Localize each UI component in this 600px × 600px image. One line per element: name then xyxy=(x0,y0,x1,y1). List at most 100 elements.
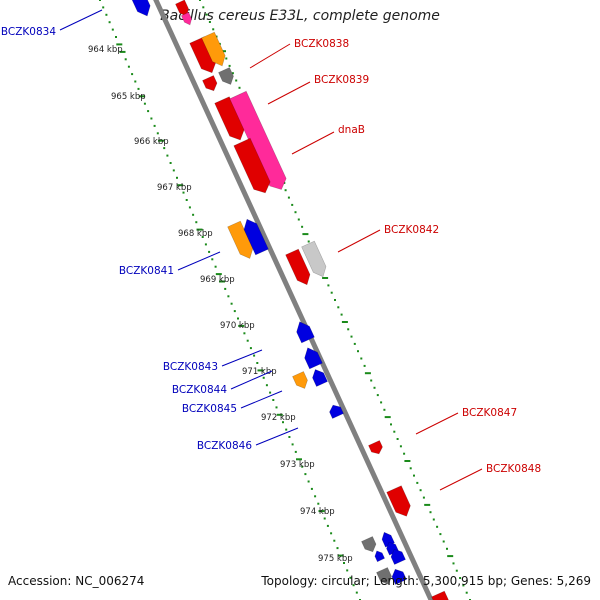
minor-tick xyxy=(127,65,130,68)
minor-tick xyxy=(357,350,359,353)
scale-labels: 964 kbp 965 kbp 966 kbp 967 kbp 968 kbp 969 k… xyxy=(88,45,353,564)
gene-feature-orange[interactable] xyxy=(292,371,308,389)
minor-tick xyxy=(243,332,246,335)
gene-label-bczk0838[interactable]: BCZK0838 xyxy=(294,38,349,50)
gene-feature-blue[interactable] xyxy=(391,568,407,585)
minor-tick xyxy=(214,265,217,268)
major-tick xyxy=(177,184,184,187)
gene-feature-red[interactable] xyxy=(431,590,449,600)
gene-feature-red[interactable] xyxy=(175,0,189,17)
gene-feature-gray[interactable] xyxy=(218,67,234,85)
gene-feature-gray[interactable] xyxy=(376,567,392,585)
gene-label-bczk0848[interactable]: BCZK0848 xyxy=(486,463,541,475)
minor-tick xyxy=(396,438,399,440)
minor-tick xyxy=(346,569,349,572)
minor-tick xyxy=(307,480,310,483)
gene-label-dnab[interactable]: dnaB xyxy=(338,124,365,136)
minor-tick xyxy=(285,428,288,431)
gene-label-bczk0842[interactable]: BCZK0842 xyxy=(384,224,439,236)
minor-tick xyxy=(102,6,105,9)
gene-feature-red[interactable] xyxy=(214,96,245,141)
minor-tick xyxy=(452,562,455,565)
gene-feature-gray[interactable] xyxy=(361,536,377,553)
tick-tracks xyxy=(99,0,471,600)
minor-tick xyxy=(373,386,376,389)
gene-label-bczk0844[interactable]: BCZK0844 xyxy=(172,384,227,396)
genome-backbone xyxy=(153,0,434,600)
minor-tick xyxy=(163,147,166,150)
major-tick xyxy=(116,43,123,46)
gene-feature-blue[interactable] xyxy=(131,0,151,17)
minor-tick xyxy=(390,423,392,426)
gene-label-bczk0846[interactable]: BCZK0846 xyxy=(197,440,252,452)
forward-leader-line xyxy=(439,468,483,491)
gene-label-bczk0834[interactable]: BCZK0834 xyxy=(1,26,56,38)
gene-feature-blue[interactable] xyxy=(296,321,315,344)
minor-tick xyxy=(462,584,465,587)
gene-feature-blue[interactable] xyxy=(329,404,344,419)
gene-feature-blue[interactable] xyxy=(243,218,269,256)
minor-tick xyxy=(215,35,218,38)
minor-tick xyxy=(143,102,146,105)
major-tick xyxy=(447,555,454,558)
minor-tick xyxy=(383,408,386,411)
gene-label-bczk0841[interactable]: BCZK0841 xyxy=(119,265,174,277)
minor-tick xyxy=(246,339,249,342)
gene-label-bczk0847[interactable]: BCZK0847 xyxy=(462,407,517,419)
gene-feature-red[interactable] xyxy=(386,485,411,517)
minor-tick xyxy=(436,525,439,528)
gene-label-bczk0843[interactable]: BCZK0843 xyxy=(163,361,218,373)
minor-tick xyxy=(225,57,228,60)
gene-label-bczk0845[interactable]: BCZK0845 xyxy=(182,403,237,415)
minor-tick xyxy=(422,496,425,499)
gene-feature-blue[interactable] xyxy=(312,369,328,387)
minor-tick xyxy=(317,502,320,505)
gene-feature-pink[interactable] xyxy=(181,11,192,26)
minor-tick xyxy=(235,79,238,82)
minor-tick xyxy=(265,384,268,387)
minor-tick xyxy=(291,203,294,206)
minor-tick xyxy=(233,310,236,313)
minor-tick xyxy=(327,284,330,287)
scale-label: 965 kbp xyxy=(111,92,146,102)
gene-feature-orange[interactable] xyxy=(201,31,226,67)
gene-feature-red[interactable] xyxy=(368,440,383,455)
minor-tick xyxy=(256,362,259,364)
reverse-leader-line xyxy=(177,251,221,271)
minor-tick xyxy=(380,401,383,404)
minor-tick xyxy=(230,302,233,305)
major-tick xyxy=(196,228,203,231)
minor-tick xyxy=(291,443,294,446)
gene-feature-blue[interactable] xyxy=(390,548,406,565)
scale-label: 973 kbp xyxy=(280,460,315,470)
reverse-leader-line xyxy=(221,349,263,367)
major-tick xyxy=(318,510,325,513)
gene-feature-red[interactable] xyxy=(233,137,271,194)
gene-label-bczk0839[interactable]: BCZK0839 xyxy=(314,74,369,86)
reverse-leader-line xyxy=(255,427,299,446)
gene-feature-blue[interactable] xyxy=(304,347,323,370)
scale-label: 969 kbp xyxy=(200,275,235,285)
gene-feature-light_gray[interactable] xyxy=(301,240,327,278)
minor-tick xyxy=(249,347,252,350)
scale-label: 968 kbp xyxy=(178,229,213,239)
minor-tick xyxy=(150,117,153,120)
minor-tick xyxy=(409,467,412,470)
minor-tick xyxy=(360,357,363,360)
minor-tick xyxy=(224,287,227,290)
minor-tick xyxy=(336,547,339,550)
gene-feature-orange[interactable] xyxy=(227,220,254,259)
forward-leader-line xyxy=(337,229,381,253)
gene-feature-red[interactable] xyxy=(285,248,311,286)
minor-tick xyxy=(166,154,169,157)
minor-tick xyxy=(134,80,137,83)
minor-tick xyxy=(442,540,445,543)
gene-feature-blue[interactable] xyxy=(374,550,385,563)
minor-tick xyxy=(353,342,356,345)
minor-tick xyxy=(330,291,333,294)
minor-tick xyxy=(330,532,333,535)
minor-tick xyxy=(192,213,195,216)
minor-tick xyxy=(262,376,265,379)
gene-feature-red[interactable] xyxy=(202,75,218,92)
